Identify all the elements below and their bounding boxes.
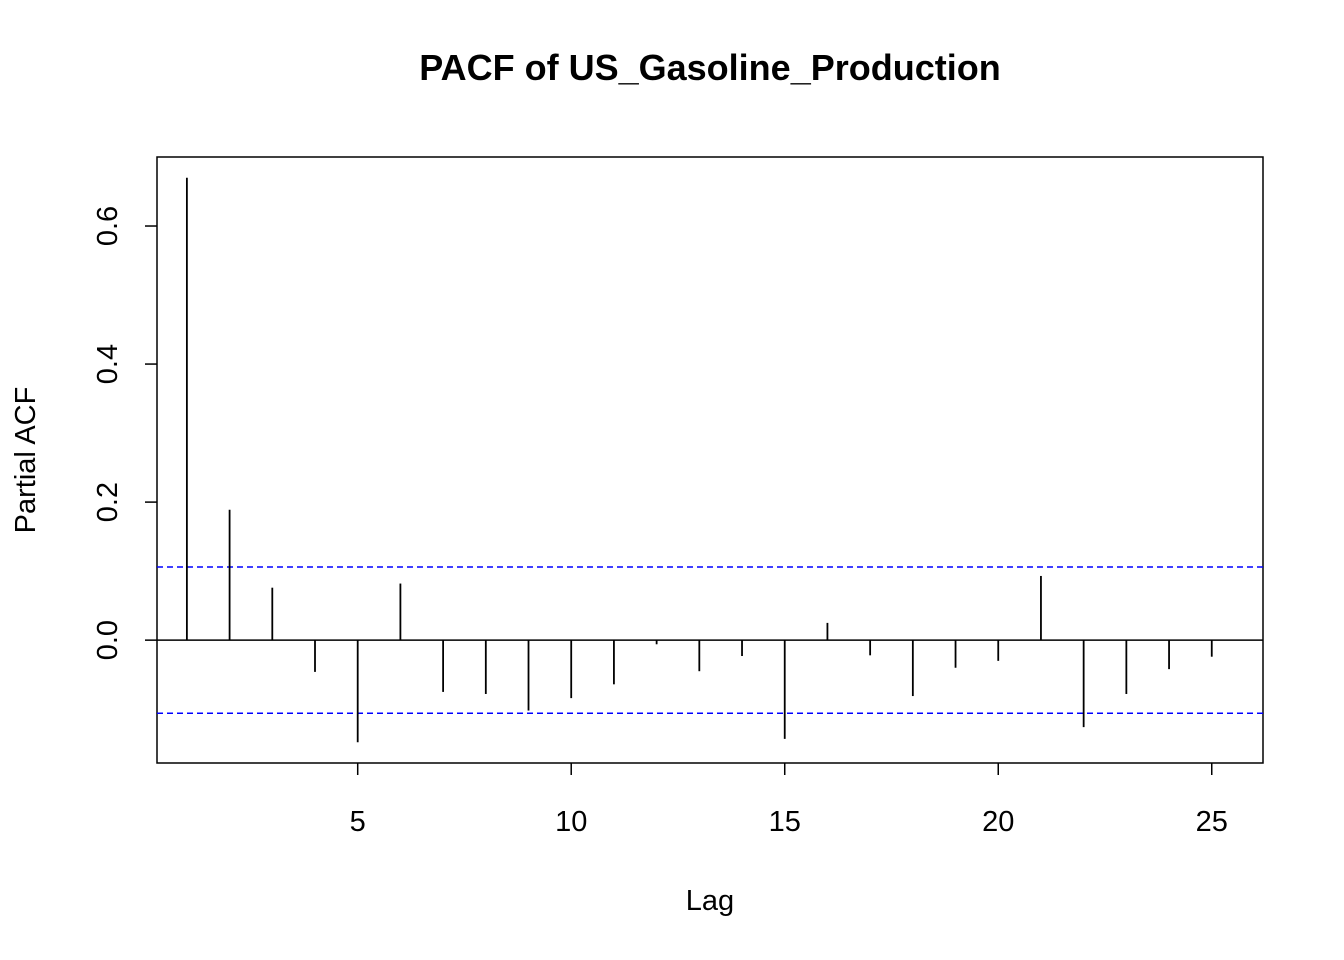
y-axis: 0.0 0.2 0.4 0.6 [92,206,157,660]
x-axis: 5 10 15 20 25 [350,763,1228,838]
x-tick-label: 25 [1196,806,1228,838]
chart-title: PACF of US_Gasoline_Production [419,47,1000,88]
y-tick-label: 0.0 [92,620,124,660]
confidence-bounds [157,566,1263,715]
y-tick-label: 0.4 [92,344,124,384]
y-tick-label: 0.2 [92,482,124,522]
x-tick-label: 15 [769,806,801,838]
x-tick-label: 10 [555,806,587,838]
pacf-spikes [185,177,1213,743]
x-tick-label: 20 [982,806,1014,838]
y-tick-label: 0.6 [92,206,124,246]
plot-frame [156,156,1264,764]
x-tick-label: 5 [350,806,366,838]
y-axis-label: Partial ACF [10,387,42,534]
x-axis-label: Lag [686,885,734,917]
